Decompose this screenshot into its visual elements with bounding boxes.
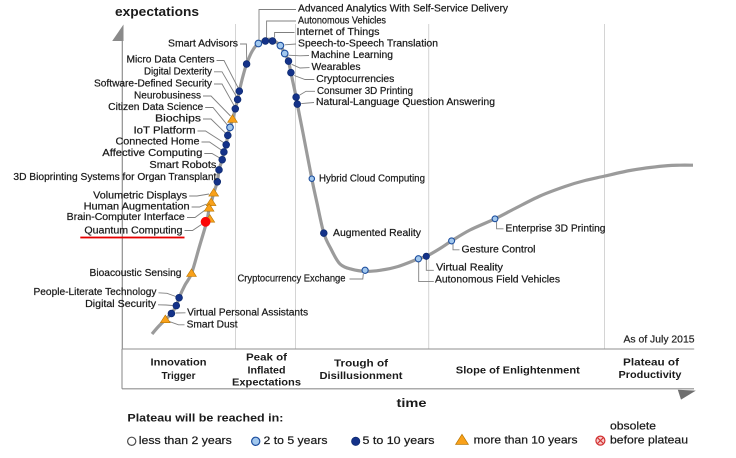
- svg-text:Affective Computing: Affective Computing: [102, 148, 202, 159]
- svg-text:time: time: [397, 396, 427, 410]
- svg-text:Slope of Enlightenment: Slope of Enlightenment: [456, 364, 581, 376]
- svg-text:2 to 5 years: 2 to 5 years: [264, 435, 329, 447]
- svg-text:more than 10 years: more than 10 years: [474, 435, 579, 447]
- svg-text:Productivity: Productivity: [619, 369, 682, 381]
- svg-text:IoT Platform: IoT Platform: [134, 126, 196, 137]
- svg-text:Plateau will be reached in:: Plateau will be reached in:: [127, 413, 283, 425]
- svg-text:Virtual Reality: Virtual Reality: [436, 263, 503, 274]
- svg-text:expectations: expectations: [115, 4, 199, 19]
- svg-text:Inflated: Inflated: [248, 364, 286, 376]
- svg-text:Plateau of: Plateau of: [623, 356, 680, 368]
- svg-text:Disillusionment: Disillusionment: [320, 370, 404, 382]
- svg-text:Connected Home: Connected Home: [116, 137, 200, 148]
- svg-text:Micro Data Centers: Micro Data Centers: [127, 55, 215, 66]
- svg-text:Neurobusiness: Neurobusiness: [134, 91, 201, 102]
- svg-text:Bioacoustic Sensing: Bioacoustic Sensing: [90, 268, 182, 279]
- svg-text:Natural-Language Question Answ: Natural-Language Question Answering: [316, 97, 495, 108]
- svg-text:Trigger: Trigger: [162, 370, 196, 382]
- svg-text:Smart Advisors: Smart Advisors: [168, 39, 238, 50]
- svg-text:Advanced Analytics With Self-S: Advanced Analytics With Self-Service Del…: [298, 4, 508, 15]
- svg-text:Expectations: Expectations: [232, 377, 301, 389]
- svg-text:Human Augmentation: Human Augmentation: [84, 202, 190, 213]
- svg-text:Smart Dust: Smart Dust: [187, 319, 238, 330]
- svg-text:Smart Robots: Smart Robots: [149, 160, 216, 171]
- svg-text:Speech-to-Speech Translation: Speech-to-Speech Translation: [298, 39, 438, 50]
- svg-text:Augmented Reality: Augmented Reality: [333, 228, 421, 239]
- svg-text:Citizen Data Science: Citizen Data Science: [108, 102, 203, 113]
- svg-text:obsolete: obsolete: [610, 420, 656, 432]
- svg-text:3D Bioprinting Systems for Org: 3D Bioprinting Systems for Organ Transpl…: [13, 172, 216, 183]
- svg-text:Consumer 3D Printing: Consumer 3D Printing: [317, 86, 413, 97]
- svg-text:Innovation: Innovation: [151, 356, 207, 368]
- svg-text:less than 2 years: less than 2 years: [139, 435, 233, 447]
- svg-text:Cryptocurrency Exchange: Cryptocurrency Exchange: [238, 274, 346, 285]
- svg-text:Cryptocurrencies: Cryptocurrencies: [316, 74, 394, 85]
- svg-text:Biochips: Biochips: [155, 114, 201, 125]
- svg-text:Internet of Things: Internet of Things: [297, 27, 380, 38]
- svg-text:Volumetric Displays: Volumetric Displays: [93, 191, 187, 202]
- svg-text:Trough of: Trough of: [334, 358, 389, 370]
- svg-text:Autonomous Vehicles: Autonomous Vehicles: [298, 16, 386, 27]
- svg-text:5 to 10 years: 5 to 10 years: [363, 435, 436, 447]
- svg-text:Machine Learning: Machine Learning: [311, 50, 393, 61]
- svg-text:Gesture Control: Gesture Control: [462, 245, 536, 256]
- svg-text:Enterprise 3D Printing: Enterprise 3D Printing: [506, 223, 606, 234]
- svg-text:People-Literate Technology: People-Literate Technology: [34, 287, 157, 298]
- svg-text:Brain-Computer Interface: Brain-Computer Interface: [67, 212, 185, 223]
- svg-text:Wearables: Wearables: [312, 62, 361, 73]
- svg-text:Peak of: Peak of: [246, 352, 288, 364]
- svg-text:As of July 2015: As of July 2015: [624, 334, 695, 345]
- svg-text:Digital Dexterity: Digital Dexterity: [144, 67, 212, 78]
- svg-text:Autonomous Field Vehicles: Autonomous Field Vehicles: [435, 275, 560, 286]
- svg-text:Quantum Computing: Quantum Computing: [84, 226, 182, 237]
- svg-text:Digital Security: Digital Security: [85, 299, 156, 310]
- svg-text:Software-Defined Security: Software-Defined Security: [94, 79, 212, 90]
- svg-text:Hybrid Cloud Computing: Hybrid Cloud Computing: [319, 174, 425, 185]
- svg-text:Virtual Personal Assistants: Virtual Personal Assistants: [187, 307, 308, 318]
- svg-text:before plateau: before plateau: [610, 434, 688, 446]
